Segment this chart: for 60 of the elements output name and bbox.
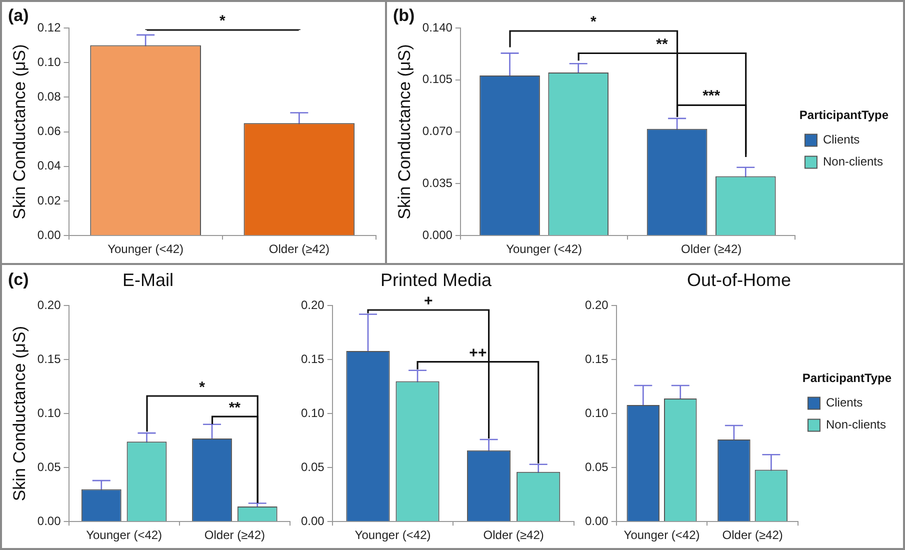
y-tick-label: 0.105 [422,72,453,86]
x-tick-label: Younger (<42) [86,528,162,542]
y-tick-label: 0.15 [300,352,325,366]
x-tick-label: Older (≥42) [204,528,265,542]
y-tick-label: 0.035 [422,176,453,190]
x-tick-label: Younger (<42) [108,242,184,256]
y-tick-label: 0.15 [37,352,62,366]
y-tick-label: 0.02 [37,193,62,208]
y-axis-title: Skin Conductance (μS) [10,326,29,502]
y-axis-title: Skin Conductance (μS) [10,44,29,220]
y-tick-label: 0.10 [37,54,62,69]
y-tick-label: 0.08 [37,90,62,104]
y-tick-label: 0.00 [37,514,62,528]
legend-label: Clients [822,132,860,147]
x-tick-label: Younger (<42) [354,528,431,542]
x-tick-label: Younger (<42) [506,242,582,256]
x-tick-label: Older (≥42) [722,528,783,542]
text: (b) [393,6,415,26]
annotation: * [590,14,596,31]
y-tick-label: 0.20 [300,298,325,312]
y-tick-label: 0.000 [422,228,453,242]
y-tick-label: 0.00 [584,514,609,528]
legend-label: Non-clients [822,154,884,169]
y-tick-label: 0.12 [37,20,62,34]
y-tick-label: 0.06 [37,124,62,138]
annotation: ** [228,399,241,416]
y-tick-label: 0.04 [37,158,62,173]
y-tick-label: 0.070 [422,124,453,138]
annotation: ** [656,36,668,53]
chart-title: E-Mail [122,270,174,290]
x-tick-label: Older (≥42) [483,528,544,542]
x-tick-label: Older (≥42) [681,242,742,256]
y-tick-label: 0.00 [37,228,62,242]
y-tick-label: 0.00 [300,514,325,528]
annotation: + [424,292,434,310]
y-tick-label: 0.10 [300,406,325,420]
y-tick-label: 0.05 [37,460,62,474]
y-tick-label: 0.05 [300,460,325,474]
annotation: *** [702,88,720,105]
legend-title: ParticipantType [802,371,892,386]
y-tick-label: 0.15 [584,352,609,366]
text: (c) [8,270,29,290]
legend-label: Clients [826,396,863,410]
annotation: ++ [469,344,487,362]
legend-label: Non-clients [826,418,886,432]
legend-title: ParticipantType [799,108,889,122]
y-tick-label: 0.05 [584,460,609,474]
y-tick-label: 0.20 [584,298,609,312]
y-tick-label: 0.10 [37,406,62,420]
text: (a) [8,6,29,26]
chart-title: Out-of-Home [686,270,792,290]
y-tick-label: 0.140 [422,20,453,34]
chart-title: Printed Media [380,270,493,290]
y-tick-label: 0.20 [37,298,62,312]
x-tick-label: Younger (<42) [624,528,700,542]
y-tick-label: 0.10 [584,406,609,420]
y-axis-title: Skin Conductance (μS) [394,44,414,220]
x-tick-label: Older (≥42) [268,242,330,256]
annotation: * [219,12,226,30]
annotation: * [199,378,206,396]
